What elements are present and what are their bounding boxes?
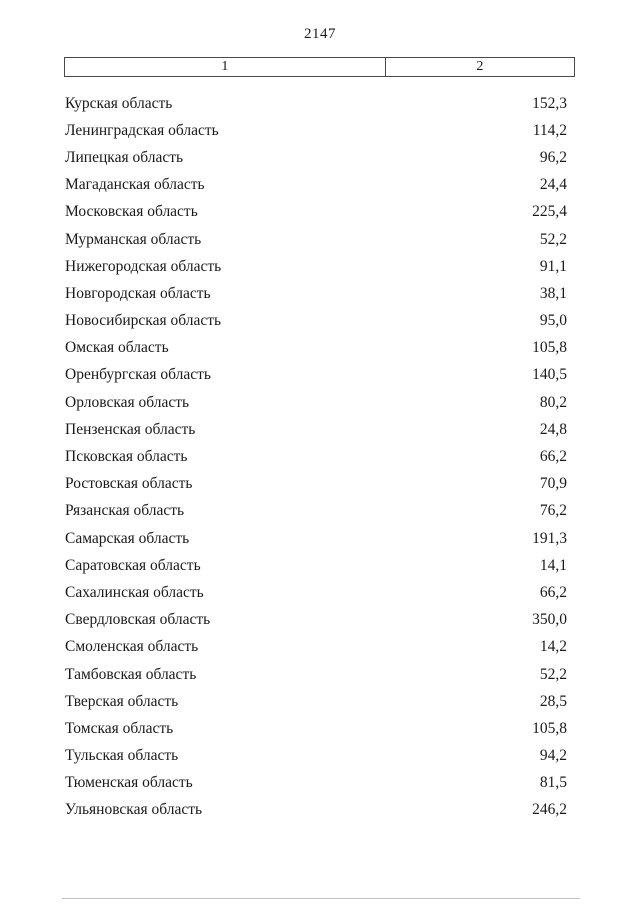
table-row: Саратовская область 14,1 [65,552,567,579]
region-name-cell: Ленинградская область [65,121,219,139]
region-value-cell: 66,2 [539,448,567,466]
region-name-cell: Ростовская область [65,475,193,493]
table-body: Курская область 152,3 Ленинградская обла… [0,90,640,824]
region-value-cell: 52,2 [539,665,567,683]
region-value-cell: 80,2 [539,393,567,411]
bottom-rule [62,898,580,899]
region-name-cell: Московская область [65,203,198,221]
table-row: Сахалинская область 66,2 [65,579,567,606]
region-value-cell: 94,2 [539,747,567,765]
table-row: Оренбургская область 140,5 [65,362,567,389]
region-name-cell: Сахалинская область [65,583,204,601]
table-header-cell-2: 2 [476,59,484,74]
table-row: Смоленская область 14,2 [65,634,567,661]
region-name-cell: Тюменская область [65,774,193,792]
region-name-cell: Новгородская область [65,284,211,302]
region-name-cell: Тамбовская область [65,665,197,683]
region-value-cell: 28,5 [539,692,567,710]
region-value-cell: 140,5 [532,366,567,384]
region-value-cell: 24,4 [539,176,567,194]
table-row: Тюменская область 81,5 [65,770,567,797]
table-header-cell-1: 1 [65,58,386,76]
region-value-cell: 14,2 [539,638,567,656]
region-value-cell: 70,9 [539,475,567,493]
region-name-cell: Самарская область [65,529,190,547]
region-value-cell: 81,5 [539,774,567,792]
table-row: Ульяновская область 246,2 [65,797,567,824]
region-value-cell: 24,8 [539,420,567,438]
region-value-cell: 14,1 [539,556,567,574]
region-value-cell: 246,2 [532,801,567,819]
table-row: Псковская область 66,2 [65,443,567,470]
table-row: Ростовская область 70,9 [65,471,567,498]
region-name-cell: Пензенская область [65,420,196,438]
region-name-cell: Смоленская область [65,638,199,656]
table-row: Тверская область 28,5 [65,688,567,715]
table-row: Новосибирская область 95,0 [65,308,567,335]
region-name-cell: Томская область [65,719,174,737]
region-name-cell: Мурманская область [65,230,202,248]
region-name-cell: Оренбургская область [65,366,211,384]
region-name-cell: Ульяновская область [65,801,203,819]
region-name-cell: Магаданская область [65,176,205,194]
table-row: Тамбовская область 52,2 [65,661,567,688]
region-value-cell: 114,2 [532,121,567,139]
region-value-cell: 350,0 [532,611,567,629]
table-row: Томская область 105,8 [65,715,567,742]
region-name-cell: Свердловская область [65,611,211,629]
region-name-cell: Орловская область [65,393,190,411]
region-name-cell: Саратовская область [65,556,201,574]
table-row: Московская область 225,4 [65,199,567,226]
region-name-cell: Нижегородская область [65,257,222,275]
region-value-cell: 38,1 [539,284,567,302]
table-row: Липецкая область 96,2 [65,144,567,171]
region-name-cell: Рязанская область [65,502,185,520]
table-row: Ленинградская область 114,2 [65,117,567,144]
region-value-cell: 105,8 [532,719,567,737]
region-value-cell: 52,2 [539,230,567,248]
region-value-cell: 105,8 [532,339,567,357]
region-value-cell: 96,2 [539,148,567,166]
table-row: Орловская область 80,2 [65,389,567,416]
table-row: Рязанская область 76,2 [65,498,567,525]
region-name-cell: Псковская область [65,448,188,466]
table-row: Самарская область 191,3 [65,525,567,552]
region-name-cell: Курская область [65,94,173,112]
table-row: Омская область 105,8 [65,335,567,362]
table-row: Тульская область 94,2 [65,743,567,770]
region-name-cell: Тверская область [65,692,179,710]
table-row: Курская область 152,3 [65,90,567,117]
region-value-cell: 191,3 [532,529,567,547]
region-name-cell: Тульская область [65,747,179,765]
table-row: Магаданская область 24,4 [65,172,567,199]
region-value-cell: 95,0 [539,312,567,330]
region-value-cell: 225,4 [532,203,567,221]
region-name-cell: Омская область [65,339,169,357]
table-row: Новгородская область 38,1 [65,280,567,307]
region-value-cell: 91,1 [539,257,567,275]
region-value-cell: 76,2 [539,502,567,520]
page-number: 2147 [304,26,336,42]
table-row: Свердловская область 350,0 [65,607,567,634]
region-value-cell: 66,2 [539,583,567,601]
table-row: Мурманская область 52,2 [65,226,567,253]
region-name-cell: Липецкая область [65,148,184,166]
table-row: Нижегородская область 91,1 [65,253,567,280]
table-header-row: 1 2 [64,57,575,77]
region-value-cell: 152,3 [532,94,567,112]
table-row: Пензенская область 24,8 [65,416,567,443]
region-name-cell: Новосибирская область [65,312,222,330]
